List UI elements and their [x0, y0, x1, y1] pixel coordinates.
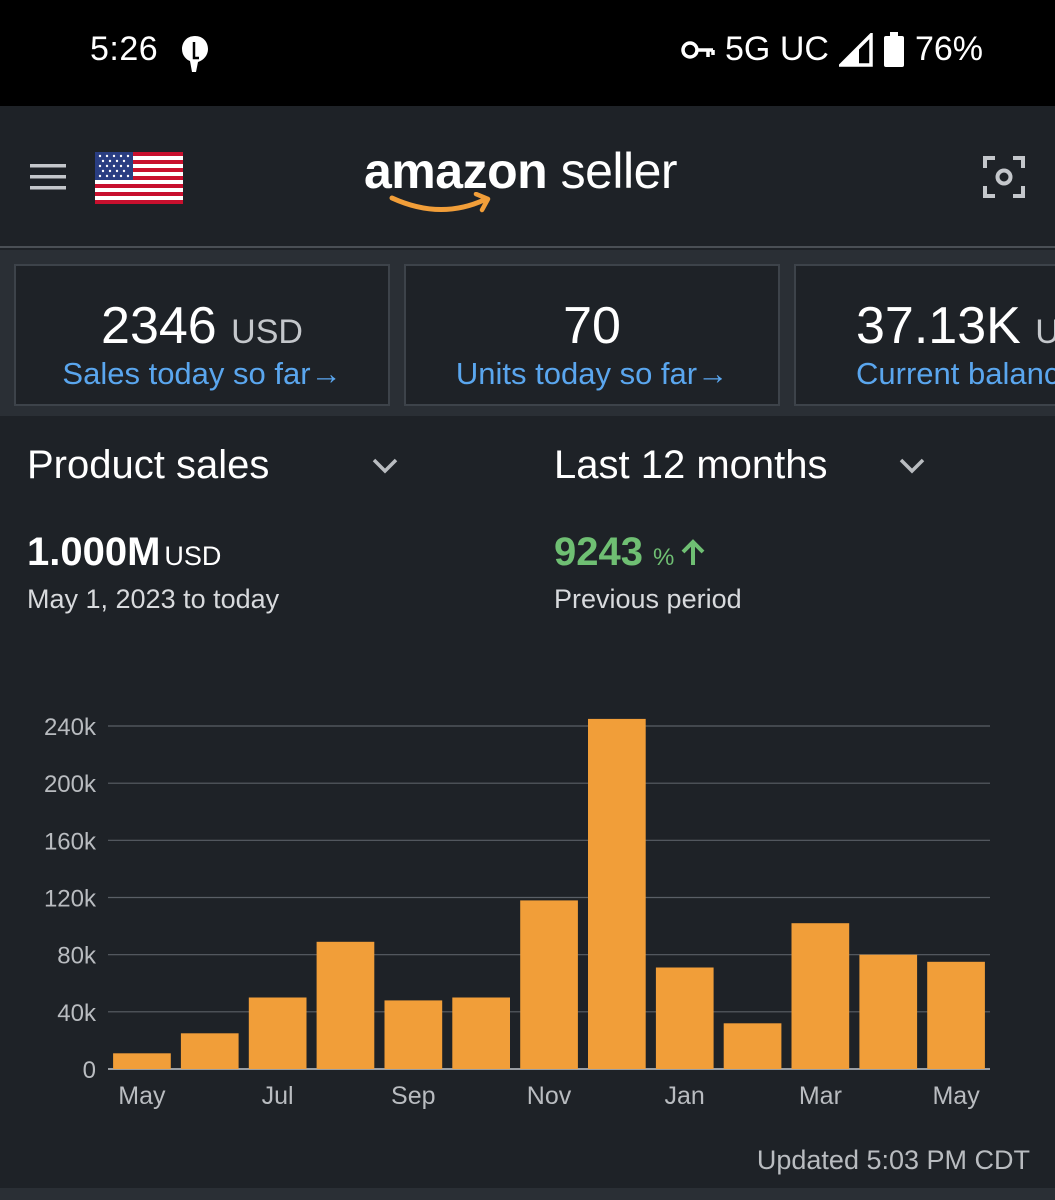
x-tick-label: Jan	[665, 1082, 705, 1110]
amazon-seller-logo: amazon seller	[364, 142, 678, 200]
current-balance-unit: USD	[1035, 313, 1055, 351]
period-change-unit: %	[652, 544, 675, 571]
bar-aug-3[interactable]	[316, 941, 375, 1069]
bar-oct-5[interactable]	[452, 997, 510, 1070]
bar-may-12[interactable]	[927, 961, 985, 1069]
y-tick-label: 40k	[57, 1000, 97, 1027]
x-tick-label: Jul	[262, 1082, 294, 1110]
period-change-label: Previous period	[554, 584, 742, 614]
arrow-right-icon: →	[697, 356, 729, 391]
battery-label: 76%	[914, 30, 983, 68]
current-balance-link-label: Current balance	[856, 356, 1055, 391]
total-sales: 1.000M USD	[27, 530, 221, 575]
card-value: 2346 USD	[16, 296, 388, 356]
x-tick-label: Mar	[799, 1082, 842, 1110]
logo-brand: amazon	[364, 143, 548, 199]
bar-jul-2[interactable]	[248, 997, 307, 1070]
units-today-link[interactable]: Units today so far→	[406, 356, 778, 392]
vpn-key-icon	[681, 40, 715, 59]
y-tick-label: 200k	[44, 771, 97, 798]
period-change-value: 9243	[554, 530, 643, 574]
bar-dec-7[interactable]	[588, 718, 646, 1069]
sales-today-unit: USD	[231, 313, 303, 351]
bar-may-0[interactable]	[113, 1053, 171, 1069]
arrow-right-icon: →	[310, 356, 342, 391]
app-header: amazon seller	[0, 106, 1055, 248]
units-today-link-label: Units today so far	[455, 356, 698, 391]
current-balance-link[interactable]: Current balance	[856, 356, 1055, 392]
updated-timestamp: Updated 5:03 PM CDT	[756, 1145, 1030, 1175]
total-sales-value: 1.000M	[27, 530, 161, 574]
scan-icon[interactable]	[983, 156, 1025, 198]
product-sales-chart: 0 40k 80k 120k 160k 200k 240k May Jul Sep Nov Jan Ma…	[44, 714, 990, 1110]
bar-jan-8[interactable]	[655, 967, 714, 1070]
chevron-down-icon[interactable]	[897, 456, 927, 476]
logo-suffix: seller	[560, 143, 678, 199]
sales-today-card[interactable]: 2346 USD Sales today so far→	[14, 264, 390, 406]
bottom-band	[0, 1188, 1055, 1200]
sales-today-link-label: Sales today so far	[62, 356, 311, 391]
bar-nov-6[interactable]	[520, 900, 578, 1069]
bar-feb-9[interactable]	[723, 1023, 782, 1069]
y-tick-label: 120k	[44, 886, 97, 913]
amazon-smile-icon	[389, 192, 491, 213]
menu-icon[interactable]	[30, 164, 66, 190]
status-right-group: 5G UC 76%	[681, 30, 983, 69]
x-tick-label: Nov	[527, 1082, 572, 1110]
metric-cards: 2346 USD Sales today so far→ 70 Units to…	[0, 250, 1055, 416]
us-flag-icon[interactable]	[95, 152, 183, 204]
status-bar: 5:26 5G UC 76%	[0, 0, 1055, 106]
battery-icon	[883, 31, 904, 67]
period-change: 9243 %	[554, 530, 706, 575]
bar-sep-4[interactable]	[384, 1000, 443, 1069]
period-dropdown[interactable]: Last 12 months	[554, 443, 828, 487]
total-sales-unit: USD	[164, 541, 222, 571]
sales-today-value: 2346	[101, 297, 217, 355]
sales-today-link[interactable]: Sales today so far→	[16, 356, 388, 392]
units-today-card[interactable]: 70 Units today so far→	[404, 264, 780, 406]
chevron-down-icon[interactable]	[370, 456, 400, 476]
arrow-up-icon	[681, 538, 705, 565]
y-tick-label: 80k	[57, 943, 97, 970]
signal-icon	[838, 32, 873, 67]
y-tick-label: 240k	[44, 714, 97, 741]
y-tick-label: 0	[83, 1057, 96, 1084]
card-value: 70	[406, 296, 778, 356]
current-balance-card[interactable]: 37.13K USD Current balance	[794, 264, 1055, 406]
x-tick-label: Sep	[391, 1082, 435, 1110]
bar-apr-11[interactable]	[859, 954, 918, 1069]
total-range: May 1, 2023 to today	[27, 584, 280, 614]
network-label: 5G UC	[725, 30, 829, 68]
notification-icon	[182, 36, 208, 72]
metric-dropdown[interactable]: Product sales	[27, 443, 270, 487]
y-tick-label: 160k	[44, 828, 97, 855]
x-tick-label: May	[932, 1082, 980, 1110]
units-today-value: 70	[563, 297, 621, 355]
status-time: 5:26	[90, 30, 159, 68]
bar-mar-10[interactable]	[791, 923, 850, 1069]
card-value: 37.13K USD	[856, 296, 1055, 356]
x-tick-label: May	[118, 1082, 166, 1110]
current-balance-value: 37.13K	[856, 297, 1021, 355]
bar-jun-1[interactable]	[180, 1033, 239, 1069]
